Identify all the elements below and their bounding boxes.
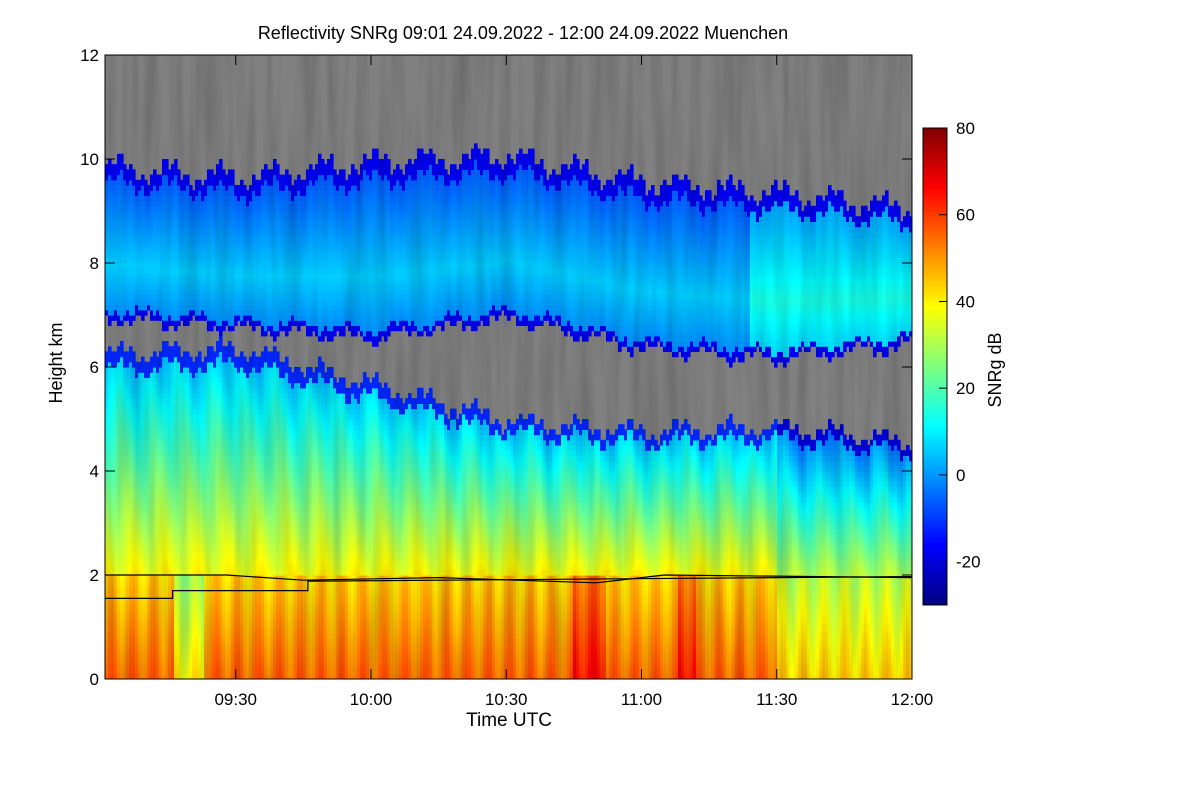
chart-title: Reflectivity SNRg 09:01 24.09.2022 - 12:… [258,23,788,43]
plot-area [105,55,912,679]
